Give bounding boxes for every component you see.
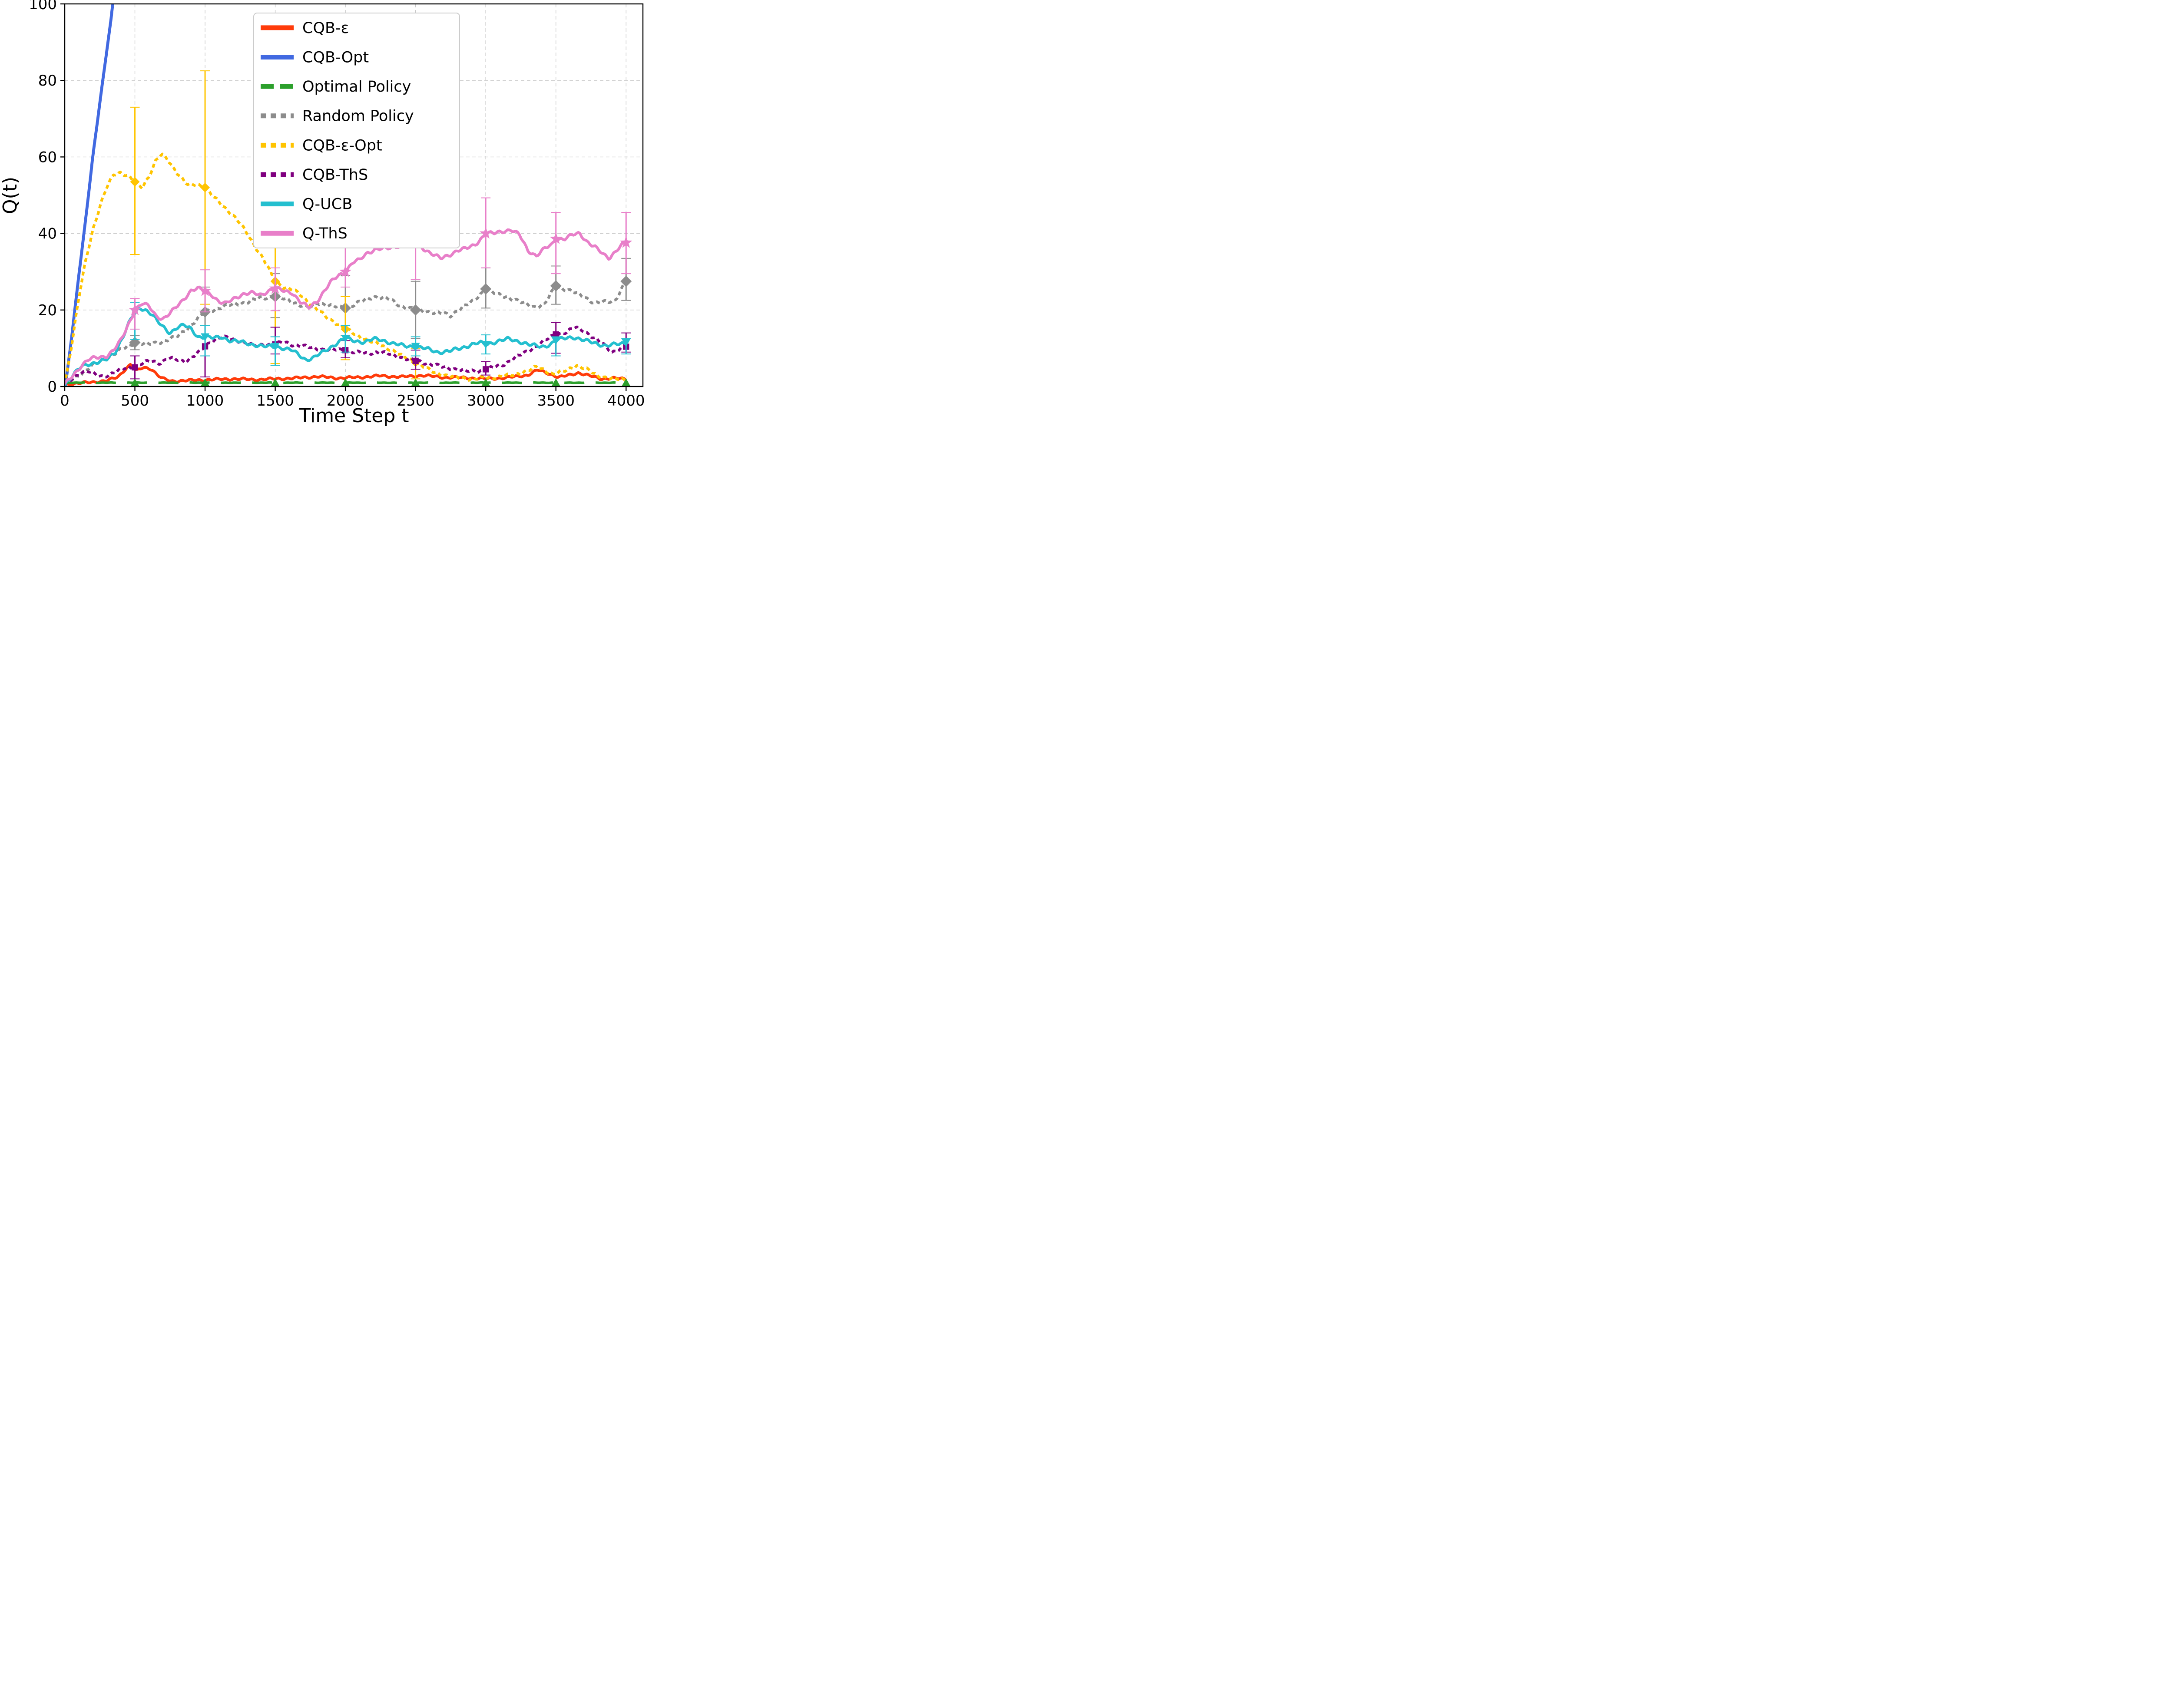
series-line-cqb-opt	[65, 4, 114, 387]
legend-label-q-ucb: Q-UCB	[302, 196, 352, 213]
series-random-policy	[65, 258, 632, 385]
x-tick-label: 1000	[186, 392, 224, 410]
x-axis-label: Time Step t	[298, 405, 409, 427]
marker-star-q-ths	[550, 232, 562, 244]
series-line-cqb-eps	[65, 363, 627, 387]
legend-item-optimal-policy: Optimal Policy	[261, 78, 411, 96]
marker-star-q-ths	[129, 303, 141, 315]
marker-triangle-up-optimal-policy	[551, 378, 560, 387]
marker-square-cqb-ths	[132, 364, 138, 371]
series-q-ths	[65, 197, 632, 385]
y-tick-label: 80	[38, 72, 57, 89]
y-tick-label: 100	[29, 0, 57, 13]
series-cqb-opt	[65, 4, 114, 387]
marker-triangle-up-optimal-policy	[622, 378, 631, 387]
x-tick-label: 0	[60, 392, 70, 410]
marker-diamond-cqb-eps-opt	[130, 177, 140, 187]
figure: 0 20 40 60 80 100 0 500 1000 1500 2000 2500 3000 3500…	[0, 0, 652, 427]
legend-item-q-ucb: Q-UCB	[261, 196, 352, 213]
legend-label-cqb-eps-opt: CQB-ε-Opt	[302, 137, 382, 154]
marker-triangle-down-q-ucb	[201, 333, 210, 341]
marker-diamond-random-policy	[550, 280, 562, 292]
marker-triangle-down-q-ucb	[622, 339, 631, 347]
series-q-ucb	[65, 302, 631, 387]
marker-star-q-ths	[620, 236, 632, 248]
marker-triangle-up-optimal-policy	[201, 378, 210, 387]
marker-diamond-random-policy	[410, 304, 421, 316]
marker-star-q-ths	[480, 227, 492, 239]
x-tick-label: 2500	[397, 392, 434, 410]
x-tick-label: 3000	[467, 392, 505, 410]
marker-triangle-up-optimal-policy	[271, 378, 280, 387]
y-tick-label: 60	[38, 149, 57, 166]
legend-item-cqb-eps: CQB-ε	[261, 20, 349, 37]
marker-triangle-up-optimal-policy	[341, 378, 350, 387]
marker-diamond-random-policy	[480, 283, 492, 295]
marker-square-cqb-ths	[553, 331, 559, 338]
legend-label-optimal-policy: Optimal Policy	[302, 78, 411, 96]
x-tick-label: 500	[121, 392, 149, 410]
marker-diamond-cqb-eps-opt	[200, 182, 210, 192]
legend-label-cqb-ths: CQB-ThS	[302, 166, 368, 184]
x-tick-label: 1500	[256, 392, 294, 410]
legend-item-random-policy: Random Policy	[261, 108, 414, 125]
legend-label-cqb-eps: CQB-ε	[302, 20, 349, 37]
marker-triangle-up-optimal-policy	[481, 378, 490, 387]
legend-item-cqb-eps-opt: CQB-ε-Opt	[261, 137, 382, 154]
marker-diamond-random-policy	[620, 275, 632, 287]
marker-triangle-down-q-ucb	[481, 341, 490, 349]
marker-triangle-down-q-ucb	[551, 337, 560, 345]
x-tick-label: 4000	[607, 392, 645, 410]
marker-square-cqb-ths	[412, 357, 419, 364]
error-bar-q-ths	[551, 212, 561, 274]
y-axis-label: Q(t)	[0, 177, 21, 214]
legend-label-q-ths: Q-ThS	[302, 225, 348, 242]
series-line-random-policy	[65, 281, 627, 385]
series-cqb-eps	[65, 363, 627, 387]
marker-square-cqb-ths	[482, 366, 489, 373]
legend-label-random-policy: Random Policy	[302, 108, 414, 125]
x-tick-label: 2000	[327, 392, 364, 410]
marker-triangle-up-optimal-policy	[130, 378, 139, 387]
legend-box	[253, 13, 460, 248]
marker-star-q-ths	[199, 284, 212, 296]
marker-star-q-ths	[269, 282, 281, 294]
x-tick-label: 3500	[537, 392, 575, 410]
legend-item-cqb-opt: CQB-Opt	[261, 49, 369, 66]
y-tick-label: 40	[38, 225, 57, 243]
marker-triangle-down-q-ucb	[271, 343, 280, 351]
plot-frame	[64, 3, 644, 387]
legend: CQB-ε CQB-Opt Optimal Policy Random Policy C…	[253, 13, 460, 248]
y-tick-label: 20	[38, 302, 57, 319]
marker-star-q-ths	[339, 265, 352, 277]
series-optimal-policy	[65, 378, 631, 387]
marker-triangle-up-optimal-policy	[411, 378, 420, 387]
marker-triangle-down-q-ucb	[341, 334, 350, 343]
y-tick-label: 0	[47, 378, 57, 396]
error-bar-q-ucb	[270, 336, 280, 366]
series-layer	[65, 4, 632, 387]
legend-item-q-ths: Q-ThS	[261, 225, 348, 242]
legend-item-cqb-ths: CQB-ThS	[261, 166, 368, 184]
legend-label-cqb-opt: CQB-Opt	[302, 49, 369, 66]
marker-triangle-down-q-ucb	[411, 343, 420, 351]
